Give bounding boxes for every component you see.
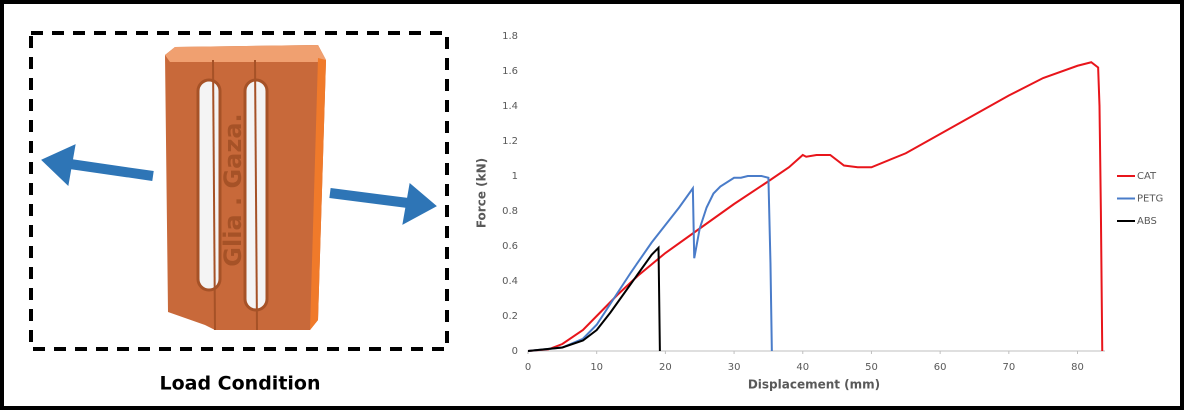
x-tick-label: 50 bbox=[865, 362, 878, 373]
y-tick-label: 0.8 bbox=[502, 206, 518, 217]
y-tick-label: 0.6 bbox=[502, 241, 518, 252]
y-tick-label: 1.2 bbox=[502, 136, 518, 147]
series-line bbox=[527, 175, 773, 352]
x-tick-label: 30 bbox=[728, 362, 741, 373]
x-tick-label: 80 bbox=[1071, 362, 1084, 373]
x-tick-label: 20 bbox=[659, 362, 672, 373]
legend-label: CAT bbox=[1137, 171, 1157, 182]
figure-label: Load Condition bbox=[159, 373, 320, 395]
y-tick-label: 1 bbox=[512, 171, 518, 182]
part-label: Glia . Gaza. bbox=[219, 113, 247, 266]
y-tick-label: 1.8 bbox=[502, 31, 518, 42]
y-tick-label: 0.2 bbox=[502, 311, 518, 322]
x-tick-label: 0 bbox=[525, 362, 531, 373]
x-tick-label: 40 bbox=[796, 362, 809, 373]
legend-label: ABS bbox=[1137, 216, 1157, 227]
x-tick-label: 60 bbox=[934, 362, 947, 373]
x-tick-label: 10 bbox=[590, 362, 603, 373]
x-tick-label: 70 bbox=[1002, 362, 1015, 373]
y-axis-label: Force (kN) bbox=[475, 158, 489, 228]
y-tick-label: 0 bbox=[512, 346, 518, 357]
y-tick-label: 1.4 bbox=[502, 101, 518, 112]
y-tick-label: 1.6 bbox=[502, 66, 518, 77]
series-line bbox=[527, 245, 661, 352]
arrows bbox=[41, 144, 437, 225]
part: Glia . Gaza. bbox=[165, 45, 326, 331]
legend-label: PETG bbox=[1137, 194, 1163, 205]
y-tick-label: 0.4 bbox=[502, 276, 518, 287]
x-axis-label: Displacement (mm) bbox=[748, 378, 880, 392]
dashed-box bbox=[29, 31, 449, 351]
